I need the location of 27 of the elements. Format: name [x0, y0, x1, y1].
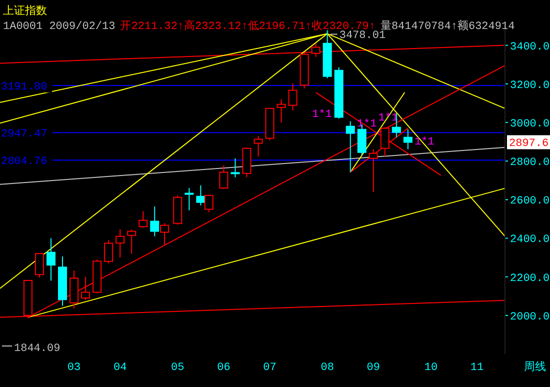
ref-line-label: 2947.47: [1, 128, 48, 141]
y-tick-label: 2400.0: [510, 234, 550, 246]
y-tick-label: 3400.0: [510, 41, 550, 54]
x-tick-label: 03: [67, 362, 81, 374]
annotation: 3478.01: [339, 30, 386, 42]
y-tick-label: 2000.0: [510, 311, 550, 324]
text: 周线: [524, 360, 546, 374]
x-tick-label: 04: [113, 362, 128, 374]
x-tick-label: 07: [263, 362, 276, 374]
chart-title: 上证指数: [3, 4, 47, 18]
y-tick-label: 2800.0: [510, 157, 550, 170]
text: 2897.6: [509, 138, 549, 150]
x-tick-label: 09: [366, 362, 380, 374]
y-tick-label: 3200.0: [510, 80, 550, 92]
annotation: 1844.09: [14, 343, 60, 355]
y-tick-label: 3000.0: [510, 118, 550, 130]
x-tick-label: 10: [424, 362, 438, 374]
x-tick-label: 06: [217, 362, 230, 374]
x-tick-label: 05: [171, 362, 184, 374]
y-tick-label: 2200.0: [510, 272, 550, 285]
ref-line-label: 3191.80: [1, 81, 48, 94]
annotation: 1*1: [312, 109, 332, 121]
x-tick-label: 11: [470, 362, 484, 374]
annotation: 1A0001 2009/02/13: [3, 21, 116, 33]
y-tick-label: 2600.0: [510, 196, 550, 208]
x-tick-label: 08: [320, 362, 334, 374]
ref-line-label: 2804.76: [1, 156, 48, 168]
